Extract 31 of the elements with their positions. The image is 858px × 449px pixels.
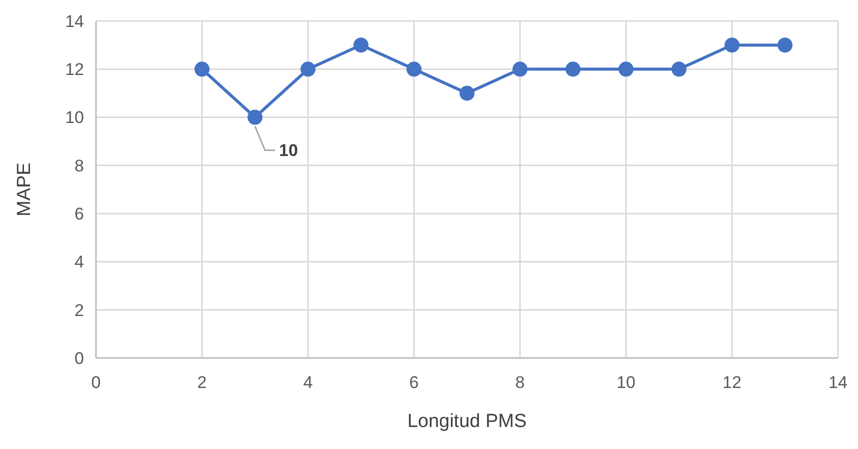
y-tick-label: 12	[65, 60, 84, 80]
y-tick-label: 0	[74, 348, 84, 368]
point	[460, 86, 474, 101]
point	[300, 62, 316, 77]
y-tick-label: 8	[74, 156, 84, 176]
point	[724, 38, 740, 53]
point	[512, 62, 528, 77]
x-tick-label: 14	[828, 373, 848, 392]
y-tick-label: 6	[74, 204, 84, 224]
point	[672, 62, 686, 77]
point	[406, 62, 422, 77]
x-tick-label: 2	[197, 373, 207, 392]
point	[248, 110, 262, 125]
x-axis-title: Longitud PMS	[407, 411, 527, 432]
y-tick-label: 2	[74, 300, 84, 320]
x-tick-label: 4	[303, 373, 313, 392]
point	[566, 62, 580, 77]
x-tick-label: 6	[409, 373, 419, 392]
x-tick-label: 10	[616, 373, 636, 392]
x-tick-label: 0	[91, 373, 101, 392]
y-tick-label: 10	[65, 108, 84, 128]
y-tick-label: 14	[65, 12, 84, 31]
y-axis-title: MAPE	[14, 162, 35, 216]
x-tick-label: 8	[515, 373, 525, 392]
y-tick-label: 4	[74, 252, 84, 272]
point	[778, 38, 792, 53]
point	[618, 62, 634, 77]
x-tick-label: 12	[722, 373, 742, 392]
point	[354, 38, 368, 53]
point	[194, 62, 210, 77]
annotation: 10	[279, 141, 298, 160]
